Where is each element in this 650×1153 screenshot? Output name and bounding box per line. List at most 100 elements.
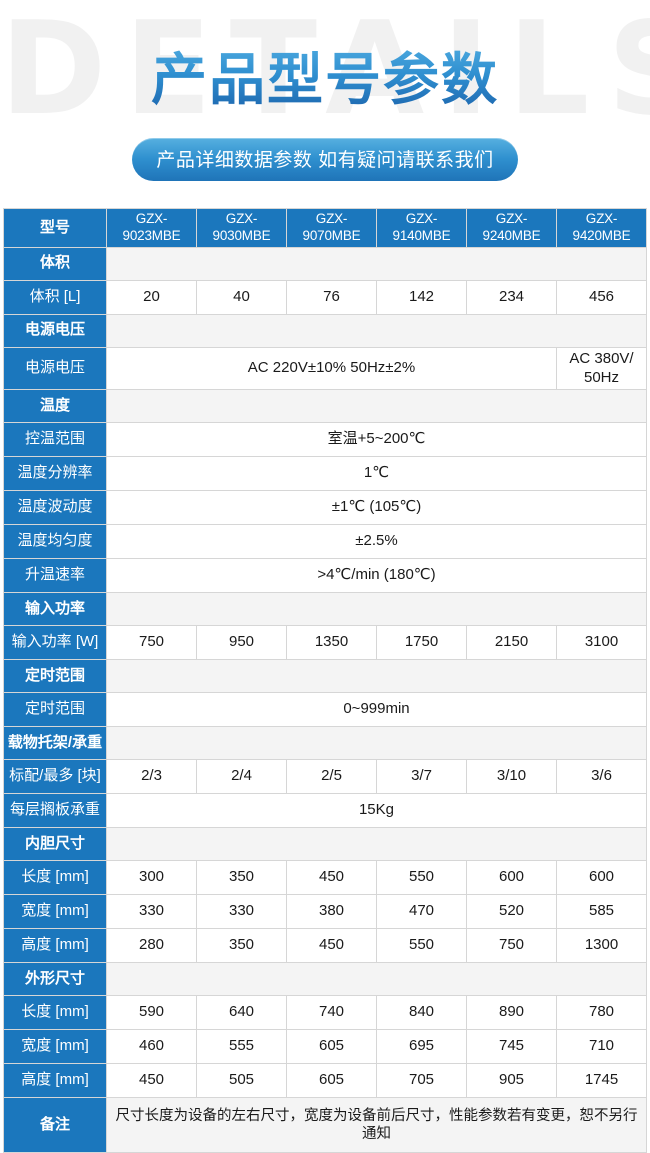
row-label-temp-uniformity: 温度均匀度 xyxy=(3,524,107,560)
temp-uniformity-value: ±2.5% xyxy=(106,524,647,560)
page-title-container: 产品型号参数 xyxy=(0,48,650,112)
outer-height-2: 605 xyxy=(286,1063,377,1099)
page-subtitle-container: 产品详细数据参数 如有疑问请联系我们 xyxy=(0,138,650,181)
row-label-timer: 定时范围 xyxy=(3,692,107,728)
section-label-volume: 体积 xyxy=(3,246,107,281)
table-section-temperature: 温度 xyxy=(3,389,647,424)
volume-value-0: 20 xyxy=(106,279,197,315)
watermark-text: DETAILS xyxy=(0,6,650,134)
row-label-model: 型号 xyxy=(3,208,107,248)
row-label-outer-height: 高度 [mm] xyxy=(3,1063,107,1099)
table-row-inner-width: 宽度 [mm] 330 330 380 470 520 585 xyxy=(3,894,647,930)
outer-height-5: 1745 xyxy=(556,1063,647,1099)
page-title: 产品型号参数 xyxy=(151,48,499,111)
inner-width-5: 585 xyxy=(556,894,647,930)
row-label-volume: 体积 [L] xyxy=(3,279,107,315)
row-label-temp-resolution: 温度分辨率 xyxy=(3,456,107,492)
row-label-temp-fluctuation: 温度波动度 xyxy=(3,490,107,526)
outer-width-3: 695 xyxy=(376,1029,467,1065)
table-row-temp-range: 控温范围 室温+5~200℃ xyxy=(3,422,647,458)
inner-height-3: 550 xyxy=(376,928,467,964)
table-row-remark: 备注 尺寸长度为设备的左右尺寸，宽度为设备前后尺寸，性能参数若有变更，恕不另行通… xyxy=(3,1097,647,1153)
power-value-2: 1350 xyxy=(286,625,377,661)
temp-fluctuation-value: ±1℃ (105℃) xyxy=(106,490,647,526)
volume-value-3: 142 xyxy=(376,279,467,315)
section-band-timer xyxy=(106,659,647,694)
outer-length-3: 840 xyxy=(376,995,467,1031)
table-section-timer: 定时范围 xyxy=(3,659,647,694)
outer-width-0: 460 xyxy=(106,1029,197,1065)
power-value-4: 2150 xyxy=(466,625,557,661)
remark-value: 尺寸长度为设备的左右尺寸，宽度为设备前后尺寸，性能参数若有变更，恕不另行通知 xyxy=(106,1097,647,1153)
outer-width-1: 555 xyxy=(196,1029,287,1065)
table-section-outer: 外形尺寸 xyxy=(3,962,647,997)
model-header-2: GZX-9070MBE xyxy=(286,208,377,248)
table-row-outer-height: 高度 [mm] 450 505 605 705 905 1745 xyxy=(3,1063,647,1099)
model-header-3: GZX-9140MBE xyxy=(376,208,467,248)
section-band-volume xyxy=(106,246,647,281)
shelf-load-value: 15Kg xyxy=(106,793,647,829)
inner-height-4: 750 xyxy=(466,928,557,964)
power-value-5: 3100 xyxy=(556,625,647,661)
section-label-inner: 内胆尺寸 xyxy=(3,827,107,862)
inner-length-5: 600 xyxy=(556,860,647,896)
inner-width-4: 520 xyxy=(466,894,557,930)
section-band-temperature xyxy=(106,389,647,424)
table-row-outer-width: 宽度 [mm] 460 555 605 695 745 710 xyxy=(3,1029,647,1065)
model-header-5: GZX-9420MBE xyxy=(556,208,647,248)
table-row-temp-fluctuation: 温度波动度 ±1℃ (105℃) xyxy=(3,490,647,526)
spec-table: 型号 GZX-9023MBE GZX-9030MBE GZX-9070MBE G… xyxy=(3,208,647,1153)
table-section-volume: 体积 xyxy=(3,246,647,281)
table-section-inner: 内胆尺寸 xyxy=(3,827,647,862)
table-row-heating-rate: 升温速率 >4℃/min (180℃) xyxy=(3,558,647,594)
heating-rate-value: >4℃/min (180℃) xyxy=(106,558,647,594)
inner-height-1: 350 xyxy=(196,928,287,964)
temp-resolution-value: 1℃ xyxy=(106,456,647,492)
outer-length-1: 640 xyxy=(196,995,287,1031)
row-label-temp-range: 控温范围 xyxy=(3,422,107,458)
section-band-inner xyxy=(106,827,647,862)
inner-length-4: 600 xyxy=(466,860,557,896)
table-section-voltage: 电源电压 xyxy=(3,313,647,348)
subtitle-pill: 产品详细数据参数 如有疑问请联系我们 xyxy=(132,138,518,181)
outer-length-4: 890 xyxy=(466,995,557,1031)
outer-height-1: 505 xyxy=(196,1063,287,1099)
timer-range-value: 0~999min xyxy=(106,692,647,728)
inner-height-2: 450 xyxy=(286,928,377,964)
row-label-remark: 备注 xyxy=(3,1097,107,1153)
table-section-power: 输入功率 xyxy=(3,592,647,627)
outer-width-2: 605 xyxy=(286,1029,377,1065)
row-label-shelves: 标配/最多 [块] xyxy=(3,759,107,795)
outer-width-4: 745 xyxy=(466,1029,557,1065)
row-label-inner-height: 高度 [mm] xyxy=(3,928,107,964)
section-band-voltage xyxy=(106,313,647,348)
section-label-temperature: 温度 xyxy=(3,389,107,424)
temp-range-value: 室温+5~200℃ xyxy=(106,422,647,458)
row-label-inner-width: 宽度 [mm] xyxy=(3,894,107,930)
inner-length-1: 350 xyxy=(196,860,287,896)
section-label-outer: 外形尺寸 xyxy=(3,962,107,997)
table-row-timer: 定时范围 0~999min xyxy=(3,692,647,728)
section-label-timer: 定时范围 xyxy=(3,659,107,694)
inner-length-3: 550 xyxy=(376,860,467,896)
voltage-value-main: AC 220V±10% 50Hz±2% xyxy=(106,346,557,391)
outer-height-3: 705 xyxy=(376,1063,467,1099)
spec-table-container: 型号 GZX-9023MBE GZX-9030MBE GZX-9070MBE G… xyxy=(3,208,647,1153)
shelves-value-2: 2/5 xyxy=(286,759,377,795)
outer-height-4: 905 xyxy=(466,1063,557,1099)
section-band-rack xyxy=(106,726,647,761)
section-band-outer xyxy=(106,962,647,997)
inner-height-0: 280 xyxy=(106,928,197,964)
section-label-power: 输入功率 xyxy=(3,592,107,627)
table-row-inner-height: 高度 [mm] 280 350 450 550 750 1300 xyxy=(3,928,647,964)
shelves-value-1: 2/4 xyxy=(196,759,287,795)
table-row-power: 输入功率 [W] 750 950 1350 1750 2150 3100 xyxy=(3,625,647,661)
table-row-voltage: 电源电压 AC 220V±10% 50Hz±2% AC 380V/ 50Hz xyxy=(3,346,647,391)
voltage-value-last: AC 380V/ 50Hz xyxy=(556,346,647,391)
row-label-power: 输入功率 [W] xyxy=(3,625,107,661)
page-header: DETAILS 产品型号参数 产品详细数据参数 如有疑问请联系我们 xyxy=(0,0,650,200)
model-header-0: GZX-9023MBE xyxy=(106,208,197,248)
inner-width-3: 470 xyxy=(376,894,467,930)
inner-length-0: 300 xyxy=(106,860,197,896)
row-label-voltage: 电源电压 xyxy=(3,346,107,391)
